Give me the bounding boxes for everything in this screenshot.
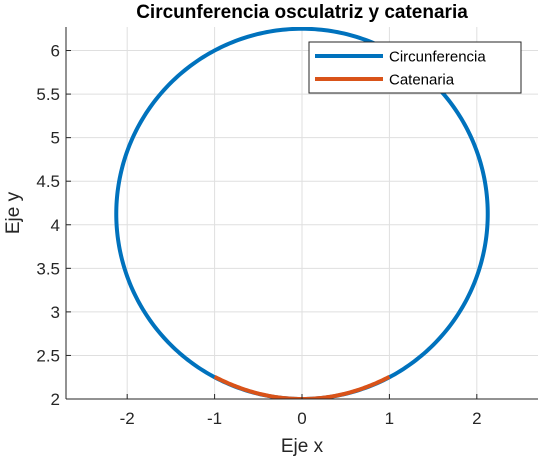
x-tick-label: 0: [297, 409, 306, 428]
x-tick-label: -2: [120, 409, 135, 428]
x-axis-label: Eje x: [281, 436, 324, 457]
legend-box: [308, 41, 522, 94]
legend-label-circunferencia: Circunferencia: [389, 49, 486, 66]
y-axis-label: Eje y: [3, 191, 24, 234]
y-tick-label: 5.5: [36, 85, 60, 104]
y-tick-label: 2: [51, 390, 60, 409]
axis-layer: [65, 27, 538, 400]
y-tick-label: 2.5: [36, 346, 60, 365]
y-tick-label: 3.5: [36, 259, 60, 278]
y-tick-label: 4.5: [36, 172, 60, 191]
y-tick-label: 5: [51, 129, 60, 148]
y-tick-label: 4: [51, 216, 60, 235]
x-tick-label: 2: [472, 409, 481, 428]
y-tick-label: 6: [51, 42, 60, 61]
legend: Circunferencia Catenaria: [308, 41, 522, 94]
legend-label-catenaria: Catenaria: [389, 72, 455, 89]
x-tick-label: -1: [207, 409, 222, 428]
series-line-catenaria: [213, 374, 391, 399]
y-tick-label: 3: [51, 303, 60, 322]
tick-label-layer: -2 -1 0 1 2 2 2.5 3 3.5 4 4.5 5 5.5 6: [36, 42, 481, 428]
x-tick-label: 1: [385, 409, 394, 428]
chart-title: Circunferencia osculatriz y catenaria: [136, 2, 468, 23]
